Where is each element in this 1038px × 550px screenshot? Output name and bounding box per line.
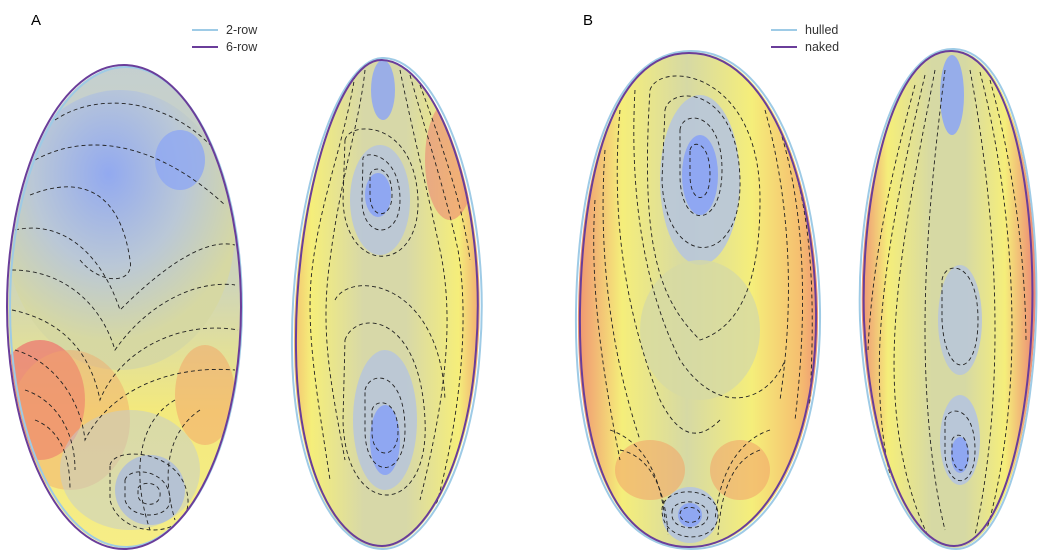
grain-b-left: [574, 49, 822, 550]
outline-hulled: [574, 49, 822, 550]
outline-6-row: [6, 64, 242, 550]
legend-a: 2-row 6-row: [192, 23, 258, 54]
legend-b: hulled naked: [771, 23, 839, 54]
legend-b-label-2: naked: [805, 40, 839, 54]
outline-6-row-right: [294, 58, 479, 548]
legend-b-label-1: hulled: [805, 23, 838, 37]
legend-a-label-2: 6-row: [226, 40, 258, 54]
panel-a: A 2-row 6-row: [6, 12, 483, 550]
panel-b: B hulled naked: [574, 12, 1038, 550]
grain-a-left: [6, 64, 243, 550]
panel-letter-b: B: [583, 12, 593, 29]
grain-b-right: [858, 47, 1038, 550]
outline-hulled-right: [858, 47, 1038, 550]
grain-a-right: [290, 56, 483, 550]
outline-2-row-right: [290, 56, 483, 550]
legend-a-label-1: 2-row: [226, 23, 258, 37]
outline-naked-right: [862, 49, 1034, 548]
panel-letter-a: A: [31, 12, 41, 29]
outline-naked: [578, 51, 818, 549]
